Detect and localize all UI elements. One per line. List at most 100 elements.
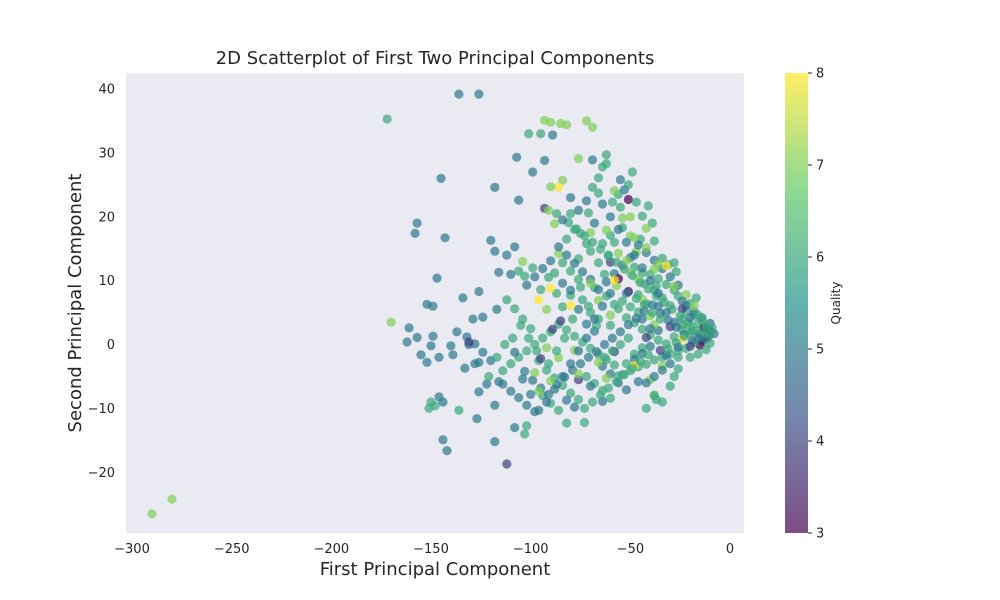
scatter-point [691,293,701,303]
scatter-point [573,205,584,215]
scatter-point [552,209,562,219]
scatter-point [633,377,643,387]
scatter-point [591,347,602,357]
y-tick-label: 0 [107,338,115,353]
scatter-point [661,308,671,318]
scatter-point [546,117,556,127]
x-tick-label: −300 [114,542,150,557]
scatter-point [474,89,484,99]
scatter-point [542,304,552,314]
colorbar-tick-label: 6 [816,251,824,266]
scatter-point [528,263,538,273]
scatter-point [641,403,651,413]
scatter-point [506,359,516,369]
scatter-point [508,333,518,343]
scatter-point [522,400,532,410]
scatter-point [617,213,628,223]
scatter-point [577,267,588,277]
scatter-point [657,397,667,407]
scatter-point [568,314,578,324]
scatter-point [542,343,552,353]
x-tick-label: −250 [214,542,250,557]
scatter-point [571,224,582,234]
scatter-point [625,302,636,312]
scatter-point [609,275,620,285]
scatter-point [410,228,420,238]
scatter-point [621,237,632,247]
scatter-point [452,327,462,337]
scatter-point [661,261,671,271]
scatter-point [440,233,450,243]
scatter-point [637,324,647,334]
scatter-point [585,278,596,288]
scatter-point [554,353,564,363]
scatter-point [542,397,552,407]
scatter-point [649,371,659,382]
scatter-point [534,405,544,415]
scatter-point [603,251,614,261]
scatter-point [566,359,576,369]
scatter-point [601,373,612,383]
scatter-point [655,314,665,324]
scatter-point [552,288,562,298]
scatter-point [538,263,548,274]
scatter-point [430,401,440,411]
scatter-point [558,302,568,312]
scatter-point [583,352,594,362]
scatter-point [510,423,520,433]
colorbar-tick-label: 4 [816,435,824,450]
scatter-point [601,277,612,287]
scatter-point [566,266,576,276]
points-layer [147,89,719,519]
scatter-point [544,205,554,215]
scatter-point [647,308,657,318]
scatter-point [587,182,598,192]
scatter-point [613,248,624,258]
scatter-point [562,325,572,335]
scatter-point [566,388,576,398]
scatter-point [693,333,703,343]
scatter-point [502,250,512,260]
scatter-point [687,326,697,336]
scatter-point [623,333,634,343]
scatter-point [705,338,715,348]
scatter-point [416,350,426,360]
scatter-point [562,418,572,428]
scatter-point [583,301,594,311]
y-tick-label: 30 [98,146,115,161]
scatter-point [522,346,532,356]
scatter-point [484,371,494,382]
scatter-point [689,301,699,311]
scatter-point [609,360,620,370]
scatter-point [500,339,510,350]
scatter-point [665,272,675,282]
scatter-point [518,256,528,267]
scatter-point [641,242,651,252]
scatter-point [633,240,643,250]
scatter-point [647,218,657,228]
scatter-point [621,313,632,323]
scatter-point [673,364,683,374]
x-tick-label: −200 [313,542,349,557]
scatter-point [520,366,530,376]
scatter-point [556,316,566,326]
scatter-point [605,212,616,222]
scatter-point [562,395,572,405]
x-axis-label: First Principal Component [320,559,551,580]
scatter-point [599,339,610,350]
scatter-point [382,114,392,124]
scatter-point [603,383,614,393]
scatter-point [569,331,580,341]
scatter-point [448,350,458,360]
scatter-point [671,267,681,277]
scatter-point [581,319,592,329]
scatter-point [494,267,504,277]
scatter-point [663,344,673,354]
scatter-point [609,237,620,247]
scatter-point [560,333,570,343]
scatter-point [490,437,500,447]
y-tick-label: −10 [88,402,115,417]
scatter-point [544,359,554,369]
scatter-point [685,313,695,323]
scatter-point [631,293,641,304]
